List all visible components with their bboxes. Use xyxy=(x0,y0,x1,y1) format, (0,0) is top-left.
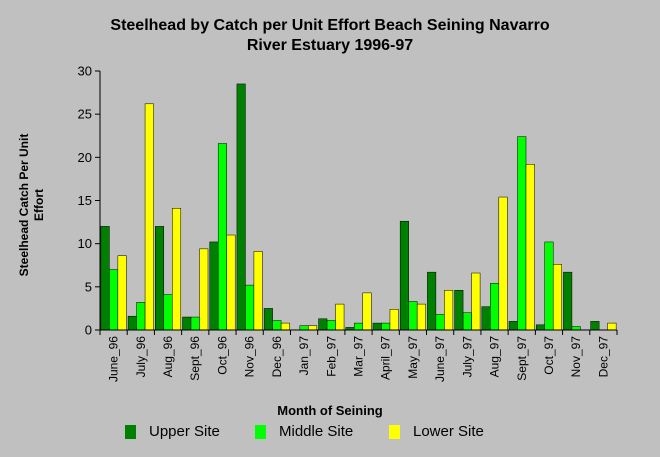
bar-middle-site-oct-97 xyxy=(544,241,554,331)
bar-upper-site-july-97 xyxy=(454,290,464,331)
x-tick-label-mar-97: Mar_97 xyxy=(352,336,366,377)
bar-upper-site-sept-96 xyxy=(182,316,192,331)
bar-middle-site-april-97 xyxy=(381,322,391,331)
x-tick-label-aug-96: Aug_96 xyxy=(161,336,175,378)
bar-lower-site-dec-97 xyxy=(607,322,617,331)
bar-middle-site-oct-96 xyxy=(217,143,227,331)
x-tick-label-sept-96: Sept_96 xyxy=(188,336,202,381)
x-tick-label-aug-97: Aug_97 xyxy=(488,336,502,378)
chart-title-line-2: River Estuary 1996-97 xyxy=(246,37,414,54)
x-tick-label-july-97: July_97 xyxy=(460,336,474,378)
bar-middle-site-aug-97 xyxy=(490,283,500,331)
bar-lower-site-dec-96 xyxy=(280,322,290,331)
bar-lower-site-feb-97 xyxy=(335,303,345,331)
x-tick-label-june-96: June_96 xyxy=(107,336,121,382)
bar-middle-site-sept-97 xyxy=(517,136,527,331)
bar-middle-site-june-97 xyxy=(435,314,445,331)
bar-upper-site-nov-96 xyxy=(236,83,246,331)
bar-lower-site-jan-97 xyxy=(308,325,318,331)
bar-lower-site-may-97 xyxy=(416,303,426,331)
x-tick-label-oct-96: Oct_96 xyxy=(215,336,229,375)
legend-label-upper: Upper Site xyxy=(149,423,220,440)
x-axis-label: Month of Seining xyxy=(277,403,383,418)
bar-middle-site-aug-96 xyxy=(163,294,173,331)
legend-swatch-lower xyxy=(389,425,400,439)
bar-lower-site-oct-96 xyxy=(226,234,236,331)
bar-lower-site-sept-97 xyxy=(525,163,535,331)
bar-lower-site-july-97 xyxy=(471,272,481,331)
bar-upper-site-july-96 xyxy=(127,315,137,331)
x-tick-label-nov-96: Nov_96 xyxy=(243,336,257,378)
x-tick-label-may-97: May_97 xyxy=(406,336,420,379)
bar-upper-site-aug-96 xyxy=(155,226,165,331)
bar-middle-site-nov-97 xyxy=(571,326,581,331)
bar-lower-site-sept-96 xyxy=(199,248,209,331)
bar-lower-site-mar-97 xyxy=(362,292,372,331)
bar-middle-site-july-97 xyxy=(462,312,472,331)
bar-middle-site-feb-97 xyxy=(326,320,336,331)
x-tick-label-april-97: April_97 xyxy=(379,336,393,380)
y-tick-label-25: 25 xyxy=(78,107,92,122)
x-tick-label-june-97: June_97 xyxy=(433,336,447,382)
y-tick-label-15: 15 xyxy=(78,193,92,208)
x-tick-label-oct-97: Oct_97 xyxy=(542,336,556,375)
bar-lower-site-aug-97 xyxy=(498,196,508,331)
y-tick-label-20: 20 xyxy=(78,150,92,165)
bar-middle-site-june-96 xyxy=(109,269,119,331)
bar-middle-site-july-96 xyxy=(136,302,146,331)
legend-swatch-middle xyxy=(255,425,266,439)
x-tick-label-dec-97: Dec_97 xyxy=(596,336,610,378)
x-tick-label-jan-97: Jan_97 xyxy=(297,336,311,376)
bar-upper-site-oct-97 xyxy=(535,324,545,331)
bar-upper-site-june-96 xyxy=(100,226,110,331)
bar-lower-site-july-96 xyxy=(144,103,154,331)
bar-middle-site-dec-96 xyxy=(272,320,282,331)
y-tick-label-5: 5 xyxy=(85,279,92,294)
bar-middle-site-mar-97 xyxy=(354,322,363,331)
x-tick-label-july-96: July_96 xyxy=(134,336,148,378)
bar-lower-site-april-97 xyxy=(389,309,399,331)
bar-middle-site-sept-96 xyxy=(190,316,200,331)
legend-label-lower: Lower Site xyxy=(413,423,484,440)
bar-lower-site-nov-96 xyxy=(253,251,263,331)
bar-upper-site-sept-97 xyxy=(508,321,518,331)
legend-swatch-upper xyxy=(125,425,136,439)
bar-lower-site-aug-96 xyxy=(172,208,182,331)
y-tick-label-10: 10 xyxy=(78,236,92,251)
bar-upper-site-dec-97 xyxy=(590,321,600,331)
bar-middle-site-jan-97 xyxy=(299,325,309,331)
x-tick-label-nov-97: Nov_97 xyxy=(569,336,583,378)
y-tick-label-30: 30 xyxy=(78,64,92,79)
bar-upper-site-feb-97 xyxy=(318,318,328,331)
chart-title-line-1: Steelhead by Catch per Unit Effort Beach… xyxy=(110,17,550,34)
bar-upper-site-nov-97 xyxy=(563,271,573,331)
bar-lower-site-june-97 xyxy=(444,290,454,331)
bar-upper-site-june-97 xyxy=(427,271,437,331)
y-tick-label-0: 0 xyxy=(85,323,92,338)
bar-middle-site-may-97 xyxy=(408,301,418,331)
x-tick-label-feb-97: Feb_97 xyxy=(324,336,338,377)
x-tick-label-sept-97: Sept_97 xyxy=(515,336,529,381)
bar-upper-site-oct-96 xyxy=(209,241,219,331)
bar-upper-site-dec-96 xyxy=(263,308,273,331)
bar-upper-site-may-97 xyxy=(399,220,409,331)
x-tick-label-dec-96: Dec_96 xyxy=(270,336,284,378)
bar-upper-site-april-97 xyxy=(372,322,382,331)
bar-lower-site-june-96 xyxy=(117,255,127,331)
bar-upper-site-aug-97 xyxy=(481,306,491,331)
legend-label-middle: Middle Site xyxy=(279,423,354,440)
bar-lower-site-oct-97 xyxy=(552,264,562,331)
bar-middle-site-nov-96 xyxy=(245,284,255,331)
